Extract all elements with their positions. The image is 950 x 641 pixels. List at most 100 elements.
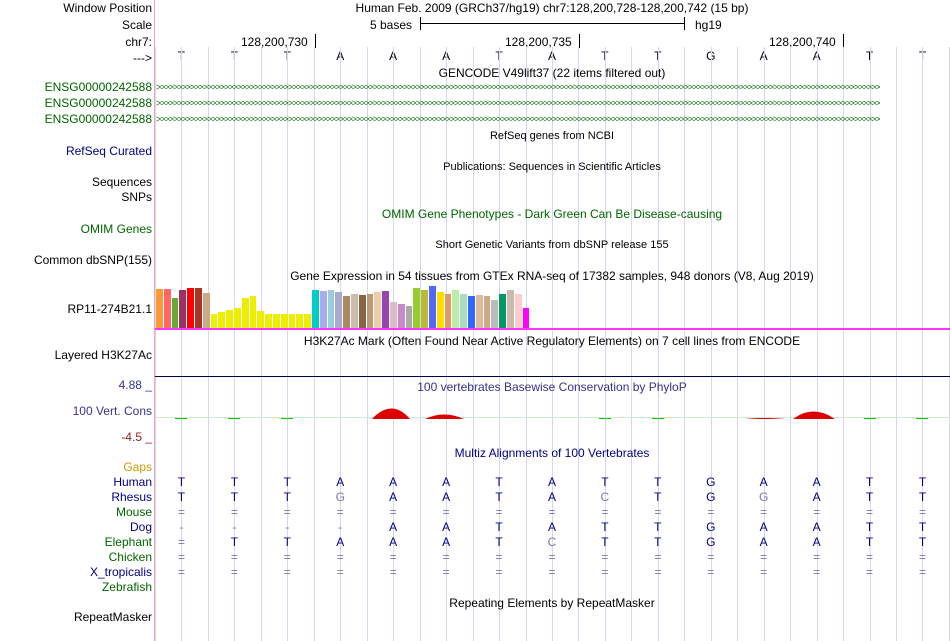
gtex-tissue-bar[interactable]: [351, 294, 358, 328]
h3k27ac-track-title: H3K27Ac Mark (Often Found Near Active Re…: [303, 334, 801, 348]
gene-label-2[interactable]: ENSG00000242588: [44, 96, 152, 110]
gtex-tissue-bar[interactable]: [507, 290, 514, 328]
gtex-tissue-bar[interactable]: [156, 289, 163, 328]
gtex-tissue-bar[interactable]: [163, 289, 171, 328]
gtex-tissue-bar[interactable]: [444, 294, 452, 328]
gtex-tissue-bar[interactable]: [179, 290, 187, 328]
species-dog-label: Dog: [129, 520, 152, 534]
alignment-base: =: [707, 505, 715, 519]
gtex-tissue-bar[interactable]: [257, 311, 265, 328]
alignment-base: T: [865, 520, 874, 534]
gtex-tissue-bar[interactable]: [304, 314, 311, 328]
gene-label-1[interactable]: ENSG00000242588: [44, 80, 152, 94]
reference-base: G: [706, 49, 716, 63]
refseq-label[interactable]: RefSeq Curated: [65, 144, 152, 158]
gtex-tissue-bar[interactable]: [483, 296, 491, 328]
h3k27ac-label[interactable]: Layered H3K27Ac: [54, 348, 152, 362]
alignment-base: T: [918, 490, 927, 504]
alignment-base: =: [230, 565, 238, 579]
alignment-base: =: [918, 505, 926, 519]
gtex-tissue-bar[interactable]: [390, 302, 397, 328]
repeatmasker-label[interactable]: RepeatMasker: [73, 610, 152, 624]
gtex-tissue-bar[interactable]: [296, 314, 304, 328]
gtex-tissue-bar[interactable]: [405, 306, 413, 328]
alignment-base: T: [177, 490, 186, 504]
gtex-tissue-bar[interactable]: [265, 314, 272, 328]
gtex-tissue-bar[interactable]: [327, 290, 335, 328]
alignment-base: T: [601, 535, 609, 549]
gene-label-3[interactable]: ENSG00000242588: [44, 112, 152, 126]
phylop-track-title: 100 vertebrates Basewise Conservation by…: [417, 380, 687, 394]
gtex-bar-chart[interactable]: [156, 284, 556, 328]
gtex-tissue-bar[interactable]: [202, 293, 210, 328]
dbsnp-label[interactable]: Common dbSNP(155): [33, 253, 152, 267]
phylop-mark: [175, 418, 188, 419]
gtex-tissue-bar[interactable]: [397, 304, 405, 328]
species-zebrafish-label: Zebrafish: [101, 580, 152, 594]
alignment-base: T: [654, 475, 662, 489]
gtex-tissue-bar[interactable]: [187, 288, 194, 328]
gtex-tissue-bar[interactable]: [335, 292, 343, 328]
gtex-tissue-bar[interactable]: [429, 286, 436, 328]
gtex-tissue-bar[interactable]: [249, 296, 257, 328]
species-rhesus-label: Rhesus: [111, 490, 152, 504]
gtex-tissue-bar[interactable]: [421, 290, 428, 328]
gtex-tissue-bar[interactable]: [413, 288, 421, 328]
gtex-tissue-bar[interactable]: [218, 312, 226, 328]
alignment-base: A: [547, 520, 556, 534]
reference-base: A: [812, 49, 821, 63]
gtex-tissue-bar[interactable]: [522, 308, 530, 328]
gtex-tissue-bar[interactable]: [436, 292, 444, 328]
alignment-base: T: [654, 535, 662, 549]
alignment-base: A: [442, 490, 451, 504]
cons-label[interactable]: 100 Vert. Cons: [72, 404, 152, 418]
gtex-tissue-bar[interactable]: [491, 300, 499, 328]
alignment-base: T: [177, 475, 186, 489]
gtex-tissue-bar[interactable]: [234, 308, 241, 328]
gene-feature-1[interactable]: >>>>>>>>>>>>>>>>>>>>>>>>>>>>>>>>>>>>>>>>…: [156, 84, 881, 90]
omim-label[interactable]: OMIM Genes: [80, 222, 152, 236]
gtex-track-title: Gene Expression in 54 tissues from GTEx …: [290, 269, 814, 283]
gtex-tissue-bar[interactable]: [343, 296, 350, 328]
gtex-tissue-bar[interactable]: [382, 291, 389, 328]
gtex-tissue-bar[interactable]: [273, 314, 280, 328]
gtex-tissue-bar[interactable]: [475, 295, 483, 328]
gaps-label[interactable]: Gaps: [123, 460, 152, 474]
gtex-tissue-bar[interactable]: [241, 298, 249, 328]
gtex-tissue-bar[interactable]: [374, 292, 382, 328]
gtex-tissue-bar[interactable]: [319, 291, 327, 328]
alignment-base: =: [866, 550, 874, 564]
gtex-tissue-bar[interactable]: [452, 290, 460, 328]
gene-feature-2[interactable]: >>>>>>>>>>>>>>>>>>>>>>>>>>>>>>>>>>>>>>>>…: [156, 100, 881, 106]
gtex-tissue-bar[interactable]: [195, 288, 202, 328]
alignment-base: A: [812, 475, 821, 489]
phylop-mark: [228, 418, 241, 419]
coord-label-3: 128,200,740: [769, 35, 836, 49]
gtex-gene-label[interactable]: RP11-274B21.1: [67, 302, 152, 316]
gtex-tissue-bar[interactable]: [514, 294, 522, 328]
alignment-base: A: [442, 520, 451, 534]
alignment-base: T: [283, 535, 291, 549]
gtex-tissue-bar[interactable]: [499, 294, 506, 328]
alignment-base: A: [389, 535, 398, 549]
gtex-tissue-bar[interactable]: [171, 298, 179, 328]
gtex-tissue-bar[interactable]: [288, 314, 296, 328]
gtex-tissue-bar[interactable]: [312, 290, 319, 328]
gtex-tissue-bar[interactable]: [280, 314, 288, 328]
gtex-tissue-bar[interactable]: [226, 310, 233, 328]
gene-feature-3[interactable]: >>>>>>>>>>>>>>>>>>>>>>>>>>>>>>>>>>>>>>>>…: [156, 116, 881, 122]
gtex-tissue-bar[interactable]: [366, 294, 374, 328]
gtex-tissue-bar[interactable]: [468, 296, 475, 328]
scale-text: 5 bases: [370, 18, 413, 32]
alignment-base: =: [442, 505, 450, 519]
multiz-track-title: Multiz Alignments of 100 Vertebrates: [454, 446, 650, 460]
omim-track-title: OMIM Gene Phenotypes - Dark Green Can Be…: [381, 207, 723, 221]
snps-label[interactable]: SNPs: [121, 190, 152, 204]
gtex-gene-line: [155, 328, 950, 330]
gtex-tissue-bar[interactable]: [460, 294, 467, 328]
gtex-tissue-bar[interactable]: [210, 314, 218, 328]
gtex-tissue-bar[interactable]: [358, 295, 366, 328]
sequences-label[interactable]: Sequences: [91, 175, 152, 189]
alignment-base: C: [600, 490, 610, 504]
alignment-base: -: [179, 520, 184, 534]
